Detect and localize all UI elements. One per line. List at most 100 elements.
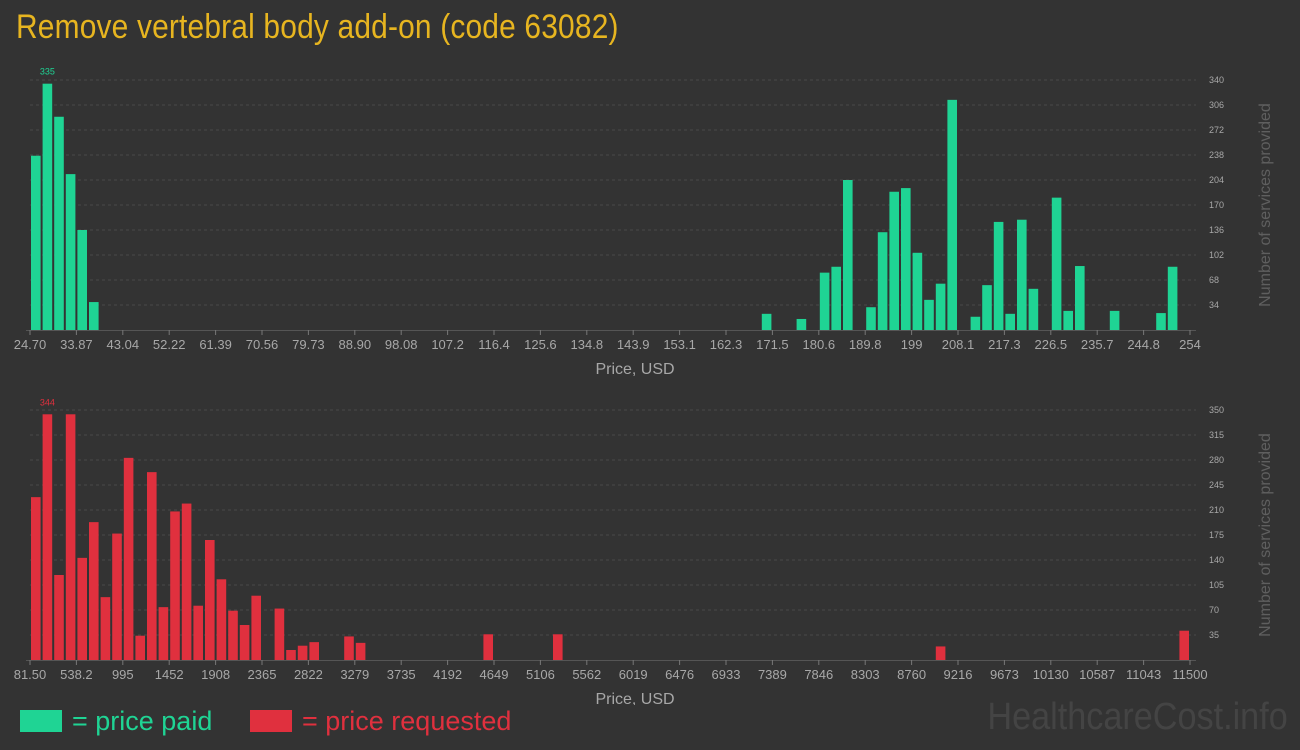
bar — [239, 625, 250, 660]
y-tick-label: 136 — [1209, 225, 1224, 235]
bar — [77, 230, 87, 330]
bar — [553, 634, 563, 660]
bar — [935, 283, 946, 330]
x-tick-label: 43.04 — [107, 337, 140, 352]
price-requested-chart: 35 70 105 140 175 210 245 280 315 350 344 81.50 538.… — [14, 397, 1274, 705]
y-tick-label: 34 — [1209, 300, 1219, 310]
bar — [42, 414, 53, 660]
bar — [89, 522, 99, 660]
x-axis-title: Price, USD — [595, 361, 674, 378]
bar — [831, 266, 841, 330]
bar — [228, 610, 238, 660]
bar — [112, 533, 122, 660]
legend-requested: = price requested — [250, 704, 511, 738]
x-tick-label: 1452 — [155, 667, 184, 682]
x-axis-title: Price, USD — [595, 691, 674, 705]
y-tick-label: 350 — [1209, 405, 1224, 415]
x-tick-label: 11500 — [1172, 667, 1207, 682]
x-tick-label: 189.8 — [849, 337, 882, 352]
y-tick-label: 204 — [1209, 175, 1224, 185]
bar — [924, 299, 934, 330]
bar — [89, 302, 99, 330]
x-tick-label: 8760 — [897, 667, 926, 682]
y-tick-label: 306 — [1209, 100, 1224, 110]
y-tick-label: 245 — [1209, 480, 1224, 490]
bar — [42, 83, 53, 331]
x-tick-label: 33.87 — [60, 337, 93, 352]
y-tick-label: 68 — [1209, 275, 1219, 285]
x-tick-label: 244.8 — [1127, 337, 1160, 352]
watermark-text: HealthcareCost.info — [987, 696, 1288, 738]
y-tick-label: 272 — [1209, 125, 1224, 135]
x-tick-label: 6476 — [665, 667, 694, 682]
chart-title: Remove vertebral body add-on (code 63082… — [16, 8, 619, 46]
bar — [877, 232, 888, 330]
bar — [147, 472, 157, 660]
legend-requested-swatch — [250, 710, 292, 732]
x-tick-label: 4649 — [480, 667, 509, 682]
bar — [355, 642, 366, 660]
x-tick-label: 10587 — [1079, 667, 1115, 682]
x-tick-label: 3279 — [340, 667, 369, 682]
y-tick-label: 175 — [1209, 530, 1224, 540]
y-tick-label: 105 — [1209, 580, 1224, 590]
x-tick-label: 3735 — [387, 667, 416, 682]
x-tick-label: 5106 — [526, 667, 555, 682]
x-tick-label: 153.1 — [663, 337, 696, 352]
y-tick-label: 140 — [1209, 555, 1224, 565]
legend-paid-swatch — [20, 710, 62, 732]
bar — [982, 285, 992, 330]
x-tick-label: 9673 — [990, 667, 1019, 682]
bar — [866, 307, 876, 330]
x-tick-label: 6933 — [712, 667, 741, 682]
bar — [483, 634, 493, 660]
x-tick-label: 79.73 — [292, 337, 325, 352]
x-tick-label: 88.90 — [339, 337, 372, 352]
price-paid-chart: 34 68 102 136 170 204 238 272 306 340 335 24.70 33.8… — [14, 67, 1274, 378]
bar — [1075, 266, 1085, 330]
x-tick-label: 81.50 — [14, 667, 47, 682]
bar — [935, 646, 946, 660]
bar — [193, 605, 203, 660]
bar — [135, 635, 145, 660]
x-tick-label: 125.6 — [524, 337, 557, 352]
x-tick-label: 226.5 — [1035, 337, 1068, 352]
y-tick-label: 210 — [1209, 505, 1224, 515]
bar — [912, 252, 923, 330]
x-tick-label: 171.5 — [756, 337, 789, 352]
y-tick-label: 102 — [1209, 250, 1224, 260]
bar — [274, 608, 285, 660]
x-tick-label: 107.2 — [431, 337, 464, 352]
x-tick-label: 4192 — [433, 667, 462, 682]
x-tick-label: 61.39 — [199, 337, 232, 352]
bar — [158, 607, 169, 660]
bar — [796, 318, 807, 330]
bar — [843, 180, 853, 330]
x-tick-label: 7846 — [804, 667, 833, 682]
bar — [889, 191, 899, 330]
x-tick-label: 11043 — [1126, 667, 1161, 682]
bar — [54, 575, 64, 660]
bar — [31, 155, 41, 330]
bar — [1005, 313, 1015, 330]
x-tick-label: 24.70 — [14, 337, 47, 352]
x-tick-label: 8303 — [851, 667, 880, 682]
bar — [761, 313, 772, 330]
bar — [1179, 630, 1189, 660]
y-tick-label: 170 — [1209, 200, 1224, 210]
y-tick-label: 70 — [1209, 605, 1219, 615]
bar — [1156, 313, 1166, 330]
x-tick-label: 10130 — [1033, 667, 1069, 682]
bar — [993, 221, 1004, 330]
bar — [1109, 310, 1120, 330]
x-tick-label: 98.08 — [385, 337, 418, 352]
bar — [286, 650, 296, 660]
bar — [1167, 266, 1178, 330]
bar — [1051, 197, 1062, 330]
y-tick-label: 340 — [1209, 75, 1224, 85]
bar — [309, 642, 319, 660]
x-tick-label: 538.2 — [60, 667, 93, 682]
y-tick-label: 315 — [1209, 430, 1224, 440]
bar — [1063, 310, 1073, 330]
y-tick-label: 280 — [1209, 455, 1224, 465]
